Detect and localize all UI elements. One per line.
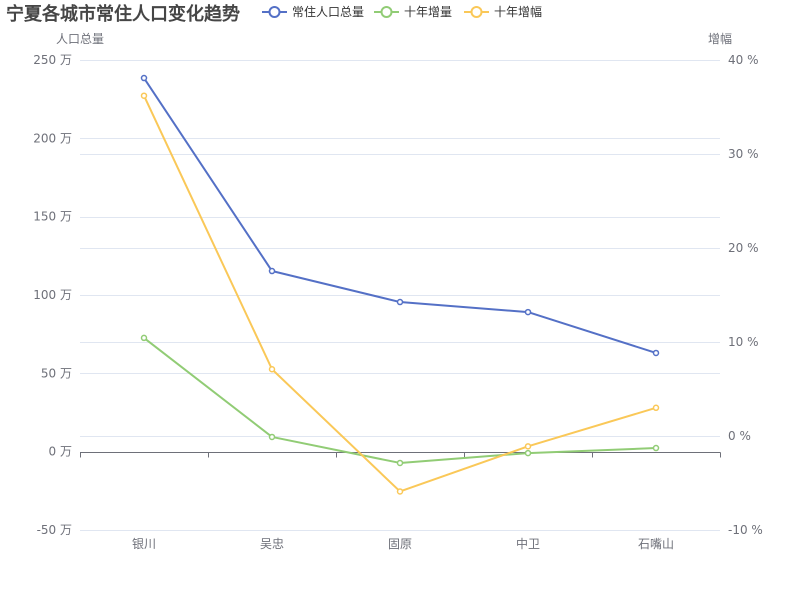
legend-label: 十年增幅 [494,4,542,19]
ten-year-growth-rate-point [268,366,276,373]
legend-item-ten-year-growth-rate[interactable]: 十年增幅 [464,4,542,19]
legend-item-ten-year-increase[interactable]: 十年增量 [374,5,452,19]
y-right-axis-labels: 40 % 30 % 20 % 10 % 0 % -10 % [728,53,763,537]
series [140,74,660,495]
ten-year-increase-point [396,459,404,467]
x-tick-label: 中卫 [516,536,540,551]
population-total-series [140,74,660,357]
x-axis-labels: 银川 吴忠 固原 中卫 石嘴山 [132,536,674,551]
legend-circle-icon [268,6,281,18]
y-right-axis-title: 增幅 [708,31,732,46]
y-left-tick-label: 150 万 [33,210,72,224]
legend-label: 常住人口总量 [292,5,364,19]
ten-year-increase-point [652,444,660,452]
x-tick-label: 银川 [132,537,156,551]
ten-year-increase-point [140,334,148,342]
ten-year-growth-rate-series [140,92,660,495]
y-left-axis-title: 人口总量 [56,32,104,46]
ten-year-growth-rate-point [140,92,148,99]
population-total-point [396,298,404,306]
x-axis [80,452,721,458]
y-left-tick-label: 100 万 [33,288,72,302]
legend-circle-icon [380,6,393,18]
population-total-point [268,267,276,275]
legend: 常住人口总量 十年增量 十年增幅 [262,4,542,19]
gridlines [80,60,720,531]
population-total-point [652,349,660,357]
y-left-axis-labels: 250 万 200 万 150 万 100 万 50 万 0 万 -50 万 [33,53,72,537]
ten-year-increase-series [140,334,660,467]
y-right-tick-label: -10 % [728,523,763,537]
ten-year-increase-point [268,433,276,441]
y-left-tick-label: 50 万 [41,366,72,380]
y-left-tick-label: 250 万 [33,53,72,67]
x-tick-label: 固原 [388,537,412,551]
ten-year-growth-rate-point [396,488,404,495]
y-right-tick-label: 30 % [728,147,759,161]
population-total-point [140,74,148,82]
chart-title: 宁夏各城市常住人口变化趋势 [6,3,240,25]
y-right-tick-label: 0 % [728,429,751,443]
y-left-tick-label: 200 万 [33,131,72,145]
legend-circle-icon [470,6,483,18]
legend-label: 十年增量 [404,5,452,19]
population-total-point [524,308,532,316]
ten-year-increase-point [524,449,532,457]
y-right-tick-label: 40 % [728,53,759,67]
ten-year-growth-rate-point [652,404,660,412]
legend-item-population-total[interactable]: 常住人口总量 [262,5,364,19]
ten-year-growth-rate-point [524,443,532,450]
y-right-tick-label: 10 % [728,335,759,349]
y-left-tick-label: 0 万 [49,445,72,459]
y-left-tick-label: -50 万 [37,523,72,537]
x-tick-label: 石嘴山 [638,537,674,551]
y-right-tick-label: 20 % [728,241,759,255]
x-tick-label: 吴忠 [260,537,284,551]
